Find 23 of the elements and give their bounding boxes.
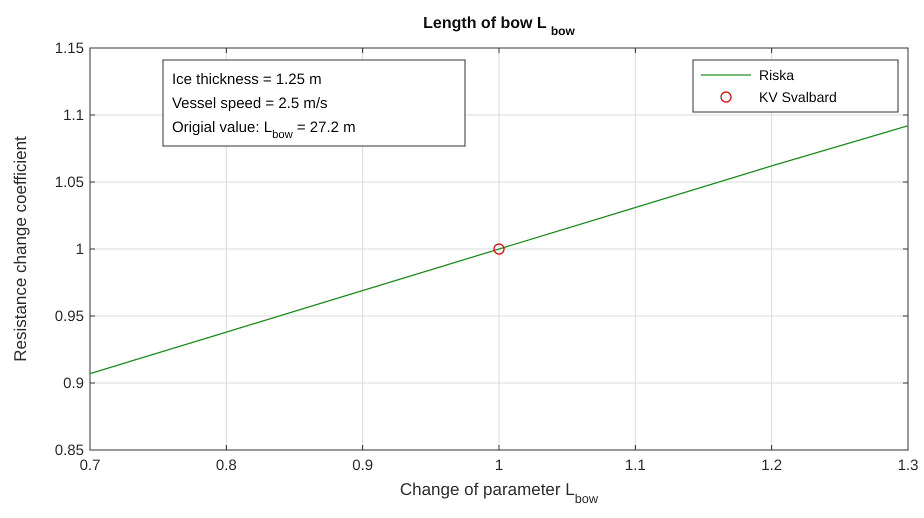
y-tick-label: 0.9: [63, 375, 84, 392]
y-tick-label: 1.1: [63, 107, 84, 124]
annotation: Ice thickness = 1.25 m: [172, 71, 322, 88]
y-tick-label: 0.95: [54, 308, 84, 325]
legend-label: Riska: [759, 67, 794, 83]
x-axis-title: Change of parameter L$_{bow}$: [400, 480, 599, 506]
chart-title: Length of bow L $_{bow}$: [423, 15, 576, 38]
x-tick-label: 1.1: [624, 457, 646, 474]
x-tick-label: 0.7: [80, 457, 100, 474]
y-tick-label: 1.15: [54, 40, 84, 57]
x-tick-label: 1.2: [761, 457, 782, 474]
x-tick-label: 1: [494, 457, 504, 474]
legend-label: KV Svalbard: [759, 89, 837, 105]
y-tick-label: 1.05: [54, 174, 84, 191]
annotation: Vessel speed = 2.5 m/s: [172, 95, 328, 112]
x-tick-label: 0.9: [352, 457, 374, 474]
text-box: Ice thickness = 1.25 m Vessel speed = 2.5 m/s Origial value: L$_{bow}$ = 27.2 m: [162, 60, 466, 146]
x-tick-label: 0.8: [216, 457, 237, 474]
x-tick-label: 1.3: [898, 457, 918, 474]
y-tick-label: 1: [76, 241, 84, 258]
annotation: Origial value: L$_{bow}$ = 27.2 m: [172, 119, 356, 141]
y-tick-label: 0.85: [54, 442, 84, 459]
y-axis-title: Resistance change coefficient: [11, 136, 30, 362]
